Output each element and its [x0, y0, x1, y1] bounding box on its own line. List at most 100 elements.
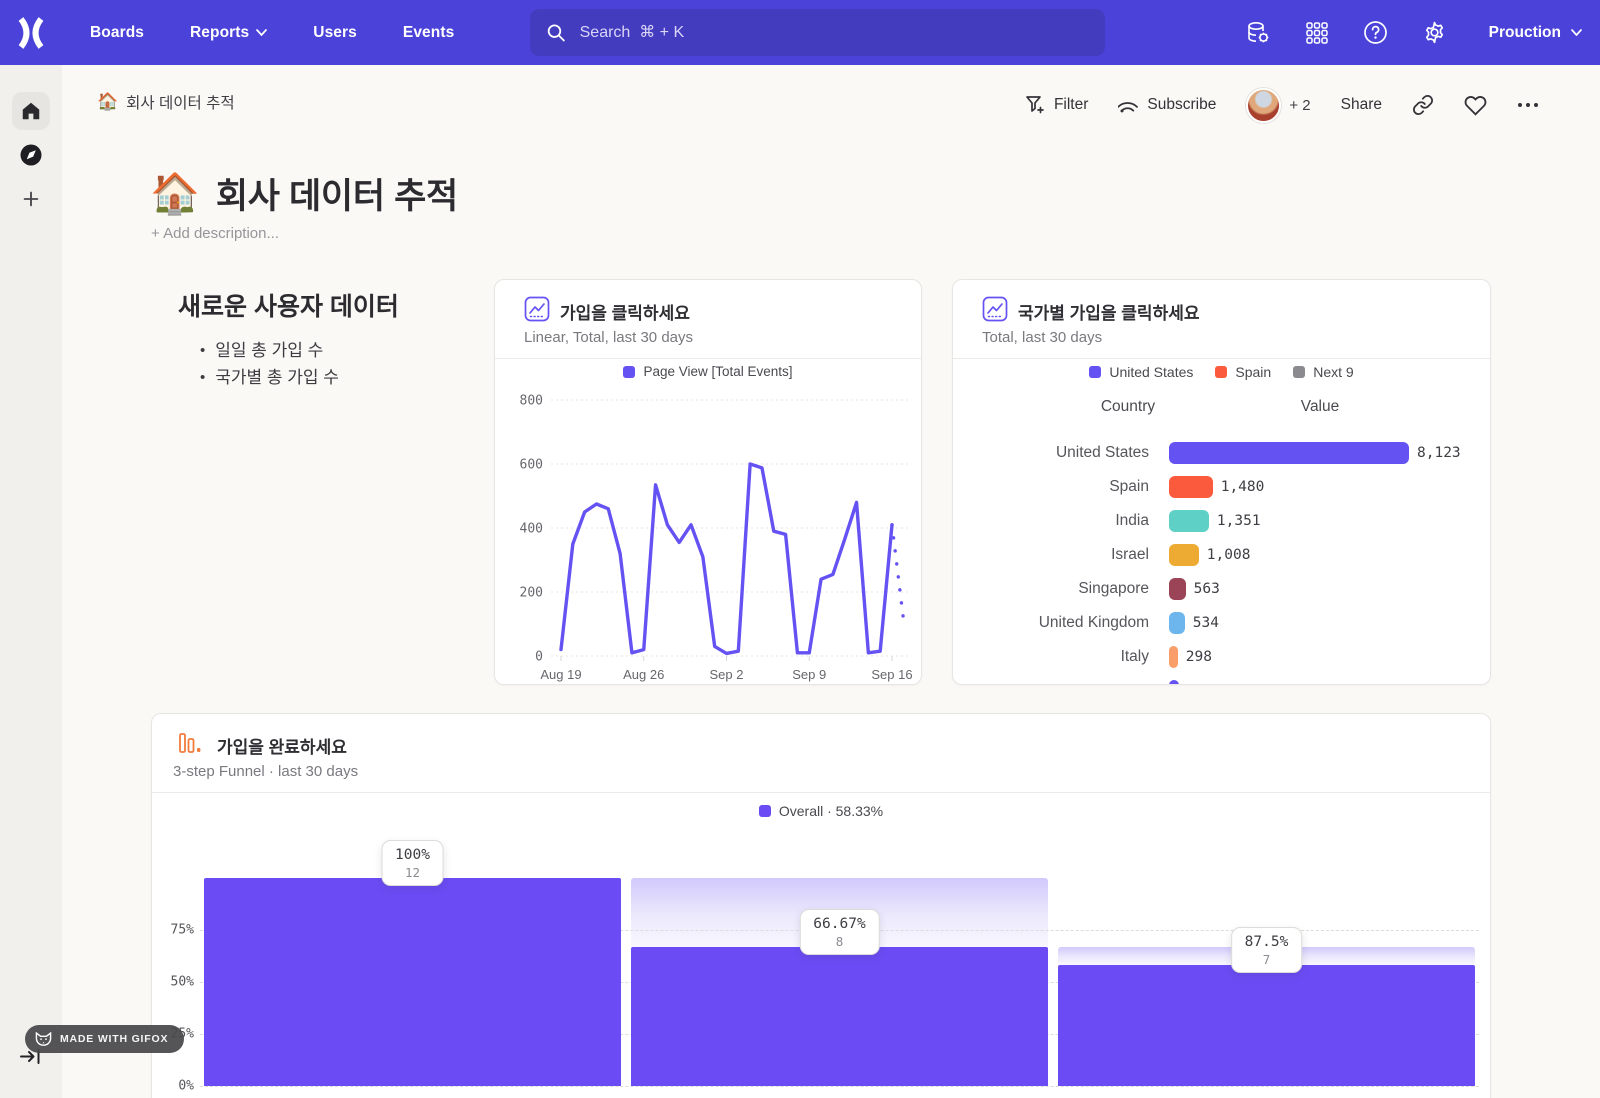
collaborators[interactable]: + 2 — [1246, 87, 1311, 123]
legend-swatch — [1293, 366, 1306, 378]
card-title[interactable]: 가입을 클릭하세요 — [560, 304, 690, 323]
bullet-item: • 일일 총 가입 수 — [200, 337, 339, 364]
svg-text:Sep 9: Sep 9 — [792, 667, 826, 682]
nav-item-boards[interactable]: Boards — [90, 24, 144, 42]
legend-swatch — [1089, 366, 1102, 378]
sidebar-discover-button[interactable] — [12, 136, 50, 174]
funnel-bar[interactable] — [1058, 964, 1475, 1086]
country-bar[interactable] — [1169, 612, 1185, 634]
country-row[interactable]: United States 8,123 — [953, 436, 1490, 470]
board-emoji: 🏠 — [150, 171, 200, 216]
filter-funnel-icon — [1026, 96, 1044, 114]
country-bar[interactable] — [1169, 646, 1178, 668]
nav-menu: Boards Reports Users Events — [90, 24, 454, 42]
share-button[interactable]: Share — [1341, 96, 1382, 114]
svg-text:200: 200 — [520, 586, 543, 601]
svg-text:400: 400 — [520, 522, 543, 537]
country-row[interactable]: Spain 1,480 — [953, 470, 1490, 504]
board-title-row: 🏠 회사 데이터 추적 — [150, 168, 458, 219]
bullet-item: • 국가별 총 가입 수 — [200, 364, 339, 391]
country-value: 1,008 — [1206, 547, 1251, 563]
funnel-count: 8 — [835, 934, 844, 950]
funnel-bar[interactable] — [631, 947, 1048, 1086]
country-label: Italy — [1120, 648, 1149, 665]
top-nav: Boards Reports Users Events — [0, 0, 1600, 65]
card-title[interactable]: 국가별 가입을 클릭하세요 — [1018, 304, 1200, 323]
legend-item[interactable]: Next 9 — [1293, 364, 1354, 380]
svg-text:0: 0 — [535, 650, 543, 665]
country-value: 1,480 — [1220, 479, 1265, 495]
gifox-badge: MADE WITH GIFOX — [25, 1025, 185, 1053]
svg-text:Sep 16: Sep 16 — [871, 667, 912, 682]
nav-item-label: Reports — [190, 23, 250, 41]
country-bar[interactable] — [1169, 510, 1209, 532]
country-label: United Kingdom — [1038, 614, 1149, 631]
toolbar-actions: Filter Subscribe + 2 Share — [1025, 80, 1539, 130]
global-search[interactable] — [530, 9, 1105, 56]
legend-label: Spain — [1235, 364, 1272, 380]
funnel-bar[interactable] — [204, 878, 621, 1086]
legend-item[interactable]: Page View [Total Events] — [623, 364, 793, 379]
nav-item-label: Users — [313, 23, 357, 41]
line-chart-card[interactable]: 가입을 클릭하세요 Linear, Total, last 30 days Pa… — [494, 279, 922, 685]
country-row[interactable]: Israel 1,008 — [953, 538, 1490, 572]
breadcrumb[interactable]: 🏠 회사 데이터 추적 — [97, 91, 235, 113]
country-row[interactable]: Italy 298 — [953, 640, 1490, 674]
country-row-partial — [953, 674, 1490, 684]
nav-right-cluster: Prouction — [1245, 0, 1582, 65]
legend-item[interactable]: United States — [1089, 364, 1193, 380]
sidebar-home-button[interactable] — [12, 92, 50, 130]
add-description-button[interactable]: + Add description... — [151, 225, 279, 242]
card-title[interactable]: 가입을 완료하세요 — [217, 738, 347, 757]
country-value: 534 — [1192, 615, 1219, 631]
fox-icon — [35, 1031, 52, 1046]
funnel-chart-card[interactable]: 가입을 완료하세요 3-step Funnel · last 30 days O… — [151, 713, 1491, 1098]
link-icon — [1413, 95, 1433, 115]
country-bar[interactable] — [1169, 544, 1199, 566]
country-row[interactable]: India 1,351 — [953, 504, 1490, 538]
country-bar[interactable] — [1169, 476, 1213, 498]
nav-item-users[interactable]: Users — [313, 24, 357, 42]
funnel-conversion-pct: 66.67% — [813, 916, 866, 933]
mixpanel-logo[interactable] — [0, 16, 62, 49]
country-bar — [1169, 680, 1179, 684]
country-label: Singapore — [1078, 580, 1149, 597]
nav-item-reports[interactable]: Reports — [190, 23, 268, 42]
funnel-gridline — [200, 1086, 1479, 1087]
nav-item-events[interactable]: Events — [403, 24, 454, 42]
svg-text:600: 600 — [520, 458, 543, 473]
filter-button[interactable]: Filter — [1025, 95, 1088, 115]
country-row[interactable]: United Kingdom 534 — [953, 606, 1490, 640]
card-header: 가입을 완료하세요 3-step Funnel · last 30 days — [152, 714, 1490, 793]
copy-link-button[interactable] — [1412, 94, 1434, 116]
more-options-button[interactable] — [1517, 102, 1539, 108]
legend-item[interactable]: Overall · 58.33% — [758, 803, 883, 819]
chevron-down-icon — [1571, 29, 1582, 36]
country-row[interactable]: Singapore 563 — [953, 572, 1490, 606]
project-switcher[interactable]: Prouction — [1489, 24, 1582, 42]
data-management-icon[interactable] — [1245, 20, 1271, 46]
search-input[interactable] — [577, 22, 1089, 43]
funnel-ytick-label: 50% — [170, 974, 194, 990]
favorite-button[interactable] — [1464, 95, 1487, 116]
subscribe-label: Subscribe — [1147, 96, 1217, 113]
left-sidebar — [0, 65, 62, 1098]
svg-text:Aug 19: Aug 19 — [540, 667, 581, 682]
country-bar[interactable] — [1169, 442, 1409, 464]
funnel-count: 7 — [1262, 951, 1271, 967]
settings-gear-icon[interactable] — [1422, 20, 1448, 46]
subscribe-button[interactable]: Subscribe — [1118, 95, 1216, 115]
main-content: 🏠 회사 데이터 추적 Filter Subscribe + 2 — [62, 65, 1600, 1098]
card-subtitle: 3-step Funnel · last 30 days — [173, 763, 359, 780]
chart-legend: United States Spain Next 9 — [953, 364, 1490, 380]
sidebar-add-button[interactable] — [12, 180, 50, 218]
countries-chart-card[interactable]: 국가별 가입을 클릭하세요 Total, last 30 days United… — [952, 279, 1491, 685]
country-rows: United States 8,123 Spain 1,480 India 1,351 Is… — [953, 436, 1490, 684]
legend-item[interactable]: Spain — [1215, 364, 1271, 380]
page-title[interactable]: 회사 데이터 추적 — [215, 177, 458, 216]
country-bar[interactable] — [1169, 578, 1186, 600]
help-icon[interactable] — [1363, 20, 1389, 46]
funnel-tooltip: 100% 12 — [381, 840, 444, 886]
line-chart-icon — [524, 296, 550, 322]
apps-grid-icon[interactable] — [1304, 20, 1330, 46]
